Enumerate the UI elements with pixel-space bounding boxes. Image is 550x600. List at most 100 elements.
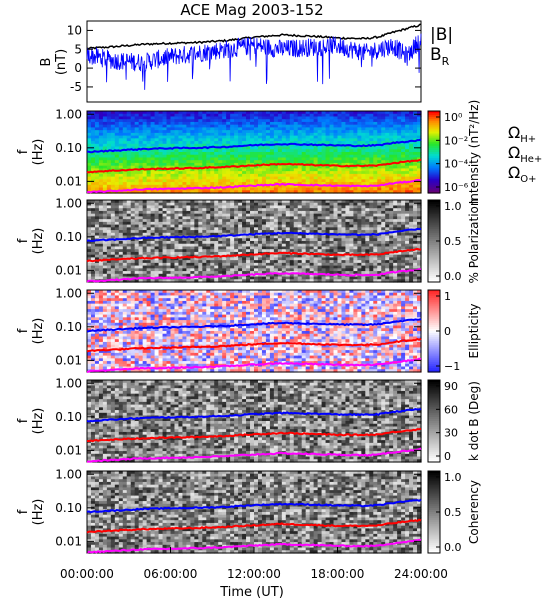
- heatmap-cell: [341, 162, 347, 167]
- heatmap-cell: [214, 135, 219, 139]
- heatmap-cell: [329, 146, 335, 150]
- heatmap-cell: [277, 138, 283, 142]
- heatmap-cell: [289, 216, 295, 220]
- heatmap-cell: [333, 208, 339, 212]
- heatmap-cell: [162, 143, 168, 148]
- heatmap-cell: [297, 232, 303, 237]
- heatmap-cell: [389, 200, 394, 204]
- heatmap-cell: [214, 208, 219, 212]
- heatmap-cell: [218, 173, 223, 178]
- heatmap-cell: [273, 184, 279, 189]
- heatmap-cell: [365, 162, 370, 167]
- heatmap-cell: [413, 187, 418, 191]
- heatmap-cell: [293, 152, 299, 156]
- heatmap-cell: [98, 265, 104, 269]
- heatmap-cell: [138, 160, 144, 164]
- heatmap-cell: [150, 141, 156, 145]
- heatmap-cell: [222, 202, 227, 207]
- heatmap-cell: [198, 224, 203, 228]
- heatmap-cell: [250, 146, 255, 150]
- heatmap-cell: [242, 146, 247, 150]
- heatmap-cell: [166, 210, 172, 215]
- heatmap-cell: [150, 268, 156, 272]
- heatmap-cell: [118, 262, 124, 267]
- heatmap-cell: [122, 160, 128, 164]
- heatmap-cell: [401, 154, 406, 159]
- heatmap-cell: [94, 173, 100, 178]
- heatmap-cell: [190, 173, 195, 178]
- heatmap-cell: [190, 238, 195, 242]
- heatmap-cell: [238, 279, 243, 283]
- heatmap-cell: [301, 257, 307, 261]
- heatmap-cell: [281, 184, 287, 189]
- heatmap-cell: [397, 119, 402, 123]
- heatmap-cell: [150, 116, 156, 120]
- heatmap-cell: [150, 111, 156, 115]
- heatmap-cell: [389, 143, 394, 148]
- heatmap-cell: [150, 202, 156, 207]
- heatmap-cell: [190, 271, 195, 275]
- heatmap-cell: [134, 173, 140, 178]
- heatmap-cell: [170, 113, 176, 118]
- heatmap-cell: [98, 121, 104, 126]
- heatmap-cell: [154, 119, 160, 123]
- heatmap-cell: [138, 268, 144, 272]
- heatmap-cell: [194, 276, 199, 280]
- heatmap-cell: [222, 119, 227, 123]
- heatmap-cell: [401, 146, 406, 150]
- heatmap-cell: [198, 113, 203, 118]
- heatmap-cell: [277, 205, 283, 209]
- heatmap-cell: [122, 143, 128, 148]
- heatmap-cell: [190, 221, 195, 226]
- heatmap-cell: [381, 157, 386, 161]
- heatmap-cell: [345, 230, 351, 234]
- heatmap-cell: [134, 165, 140, 169]
- heatmap-cell: [94, 202, 100, 207]
- heatmap-cell: [98, 173, 104, 178]
- heatmap-cell: [377, 257, 382, 261]
- heatmap-cell: [261, 121, 267, 126]
- heatmap-cell: [385, 235, 390, 239]
- heatmap-cell: [114, 268, 120, 272]
- heatmap-cell: [289, 176, 295, 180]
- heatmap-cell: [309, 111, 315, 115]
- heatmap-cell: [214, 143, 219, 148]
- heatmap-cell: [174, 273, 180, 278]
- heatmap-cell: [242, 238, 247, 242]
- heatmap-cell: [325, 235, 331, 239]
- heatmap-cell: [182, 202, 188, 207]
- heatmap-cell: [87, 260, 92, 264]
- heatmap-cell: [126, 221, 132, 226]
- heatmap-cell: [130, 190, 136, 194]
- heatmap-cell: [134, 243, 140, 248]
- heatmap-cell: [134, 260, 140, 264]
- heatmap-cell: [210, 213, 215, 217]
- heatmap-cell: [106, 182, 112, 186]
- heatmap-cell: [122, 127, 128, 131]
- heatmap-cell: [186, 232, 191, 237]
- heatmap-cell: [146, 202, 152, 207]
- heatmap-cell: [289, 219, 295, 223]
- heatmap-cell: [281, 179, 287, 183]
- heatmap-cell: [154, 224, 160, 228]
- heatmap-cell: [269, 219, 275, 223]
- heatmap-cell: [254, 268, 259, 272]
- heatmap-cell: [285, 179, 291, 183]
- heatmap-cell: [98, 271, 104, 275]
- heatmap-cell: [257, 182, 263, 186]
- heatmap-cell: [174, 127, 180, 131]
- heatmap-cell: [134, 227, 140, 231]
- heatmap-cell: [87, 213, 92, 217]
- heatmap-cell: [353, 205, 358, 209]
- heatmap-cell: [246, 268, 251, 272]
- heatmap-cell: [242, 154, 247, 159]
- heatmap-cell: [178, 227, 184, 231]
- heatmap-cell: [170, 213, 176, 217]
- heatmap-cell: [170, 251, 176, 256]
- heatmap-cell: [154, 202, 160, 207]
- heatmap-cell: [150, 249, 156, 253]
- heatmap-cell: [277, 141, 283, 145]
- heatmap-cell: [389, 184, 394, 189]
- heatmap-cell: [281, 213, 287, 217]
- heatmap-cell: [301, 184, 307, 189]
